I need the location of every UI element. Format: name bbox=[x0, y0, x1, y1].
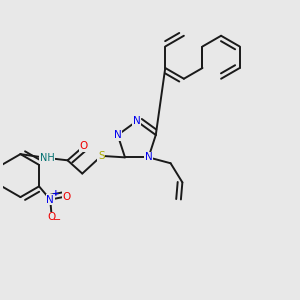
Text: NH: NH bbox=[40, 153, 54, 163]
Text: +: + bbox=[52, 189, 60, 198]
Text: N: N bbox=[46, 195, 54, 205]
Text: O: O bbox=[48, 212, 56, 222]
Text: N: N bbox=[145, 152, 152, 162]
Text: N: N bbox=[114, 130, 122, 140]
Text: O: O bbox=[62, 192, 70, 202]
Text: S: S bbox=[98, 151, 105, 161]
Text: N: N bbox=[133, 116, 141, 126]
Text: −: − bbox=[53, 214, 61, 225]
Text: O: O bbox=[80, 141, 88, 151]
